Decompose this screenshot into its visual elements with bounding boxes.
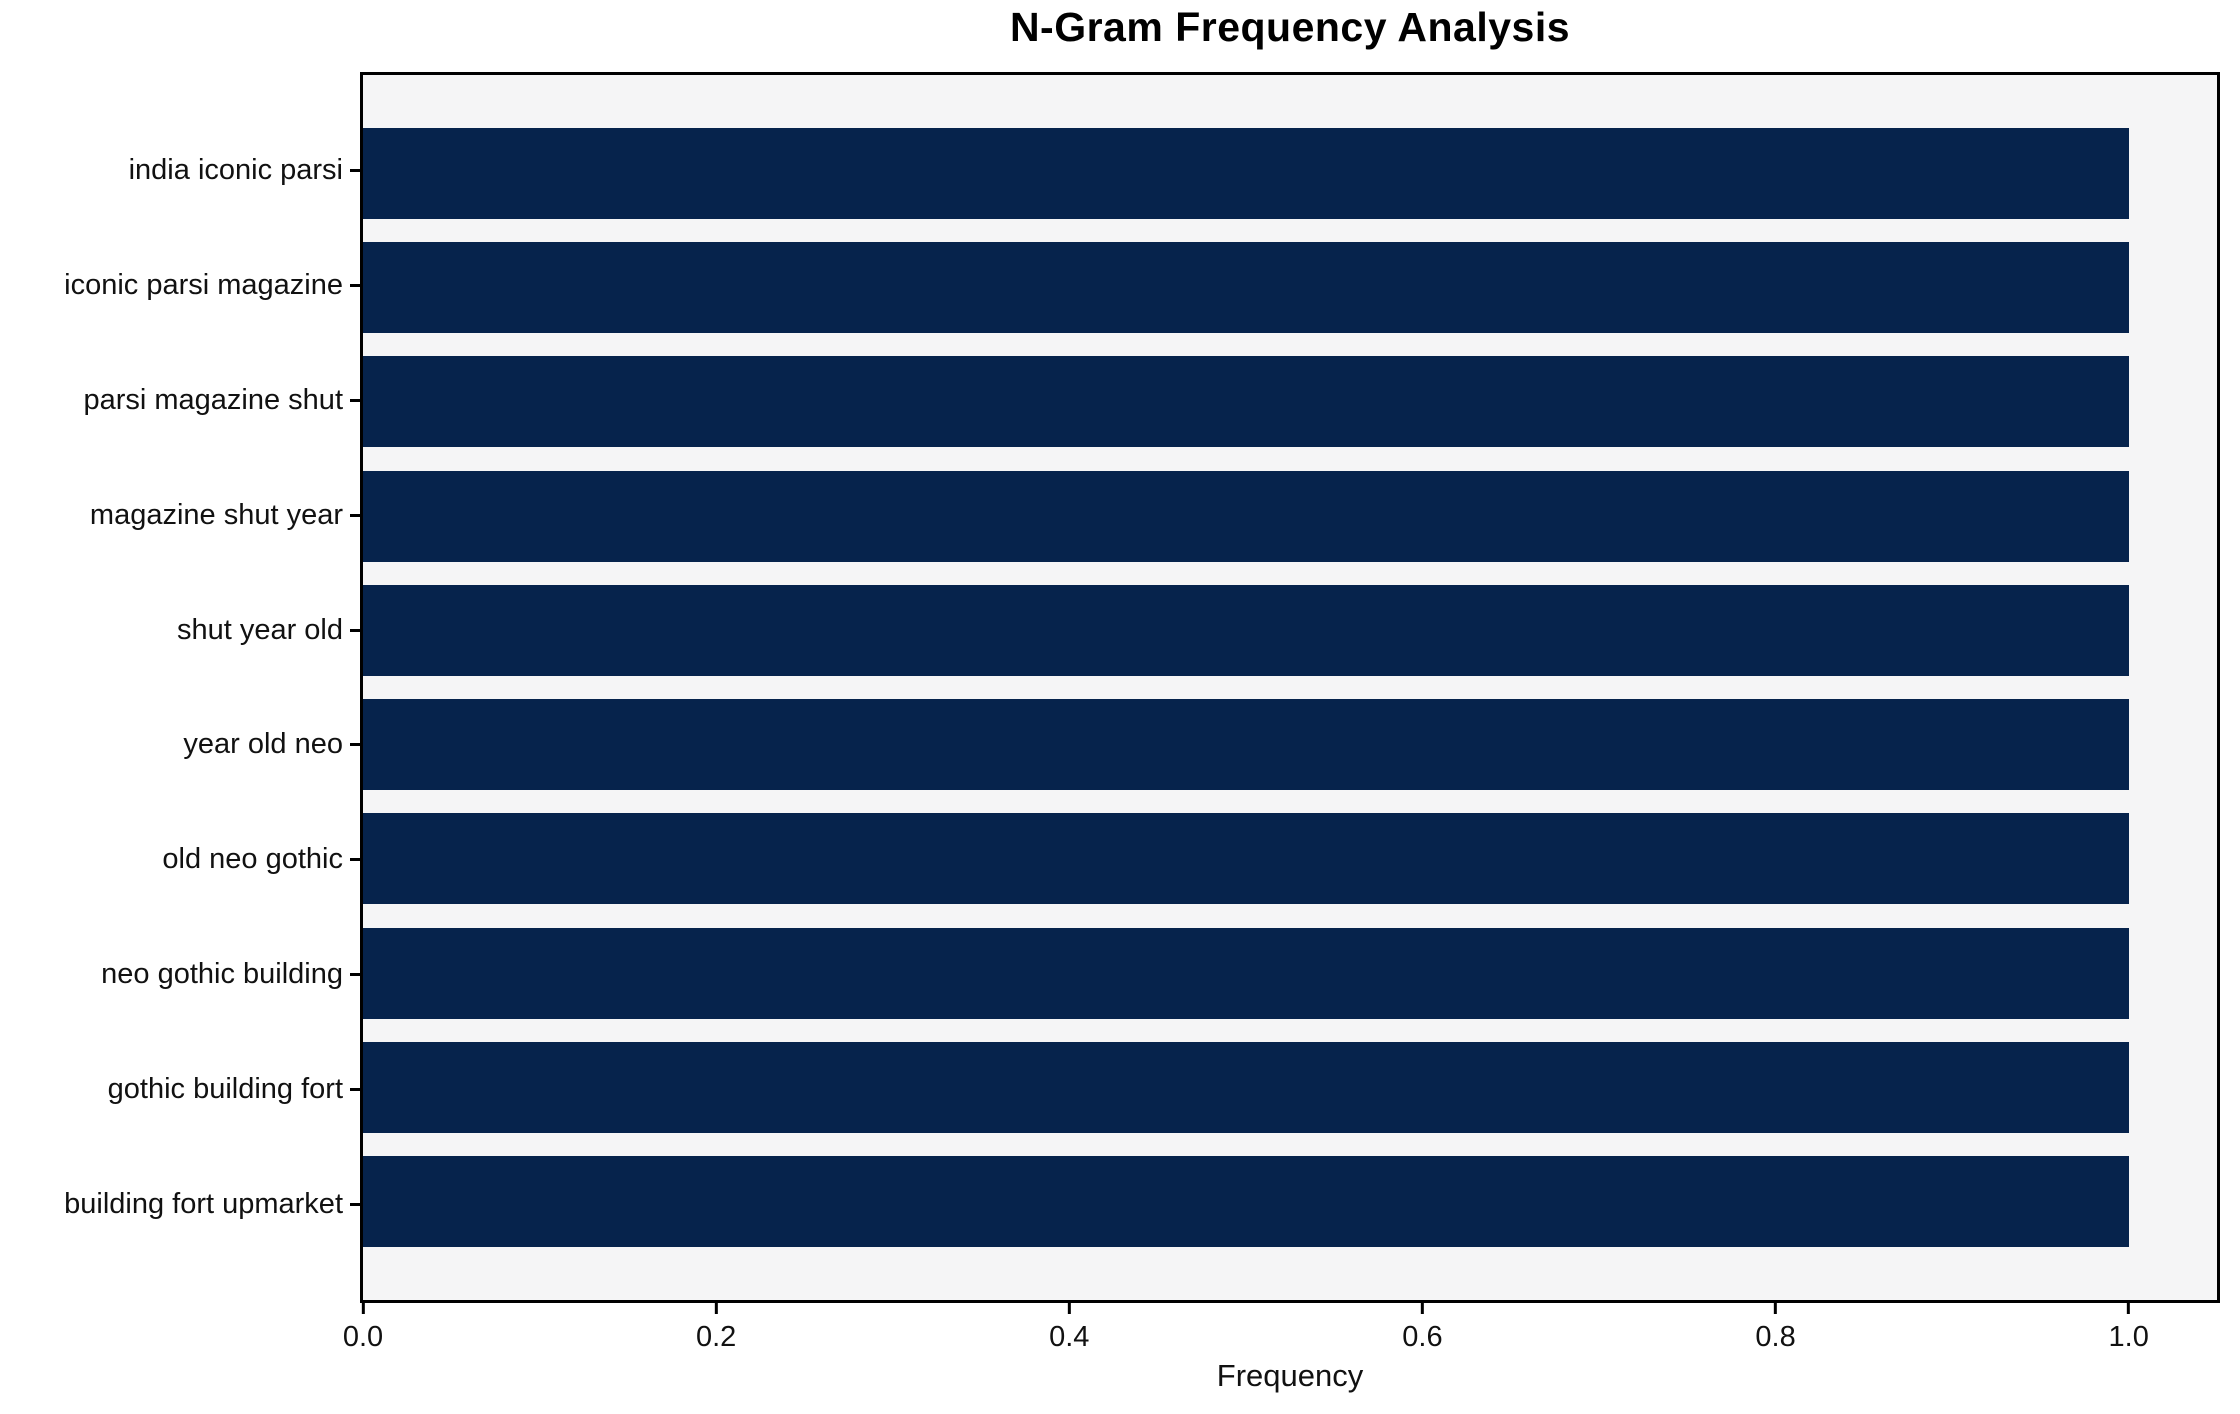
y-tick-mark bbox=[350, 628, 360, 632]
x-tick-mark bbox=[1067, 1303, 1071, 1314]
y-axis-label-row: magazine shut year bbox=[0, 470, 360, 561]
y-tick-mark bbox=[350, 513, 360, 517]
x-tick-mark bbox=[1420, 1303, 1424, 1314]
bar bbox=[363, 1155, 2129, 1247]
y-axis-label-row: india iconic parsi bbox=[0, 125, 360, 216]
bar-row bbox=[363, 128, 2217, 219]
y-axis-label: shut year old bbox=[176, 613, 343, 646]
y-axis-label: iconic parsi magazine bbox=[64, 268, 343, 301]
bar bbox=[363, 470, 2129, 562]
chart-title: N-Gram Frequency Analysis bbox=[1009, 4, 1571, 50]
bars bbox=[363, 75, 2217, 1300]
y-axis-label: neo gothic building bbox=[101, 958, 343, 991]
y-tick-mark bbox=[350, 1088, 360, 1091]
y-tick-mark bbox=[350, 169, 360, 172]
bar bbox=[363, 927, 2129, 1019]
x-tick-group: 0.6 bbox=[1402, 1303, 1443, 1354]
x-tick-group: 0.4 bbox=[1049, 1303, 1089, 1354]
x-tick-mark bbox=[714, 1303, 718, 1314]
bar-row bbox=[363, 584, 2217, 676]
x-tick-mark bbox=[1774, 1303, 1778, 1314]
y-axis-label: old neo gothic bbox=[162, 843, 343, 876]
y-tick-mark bbox=[350, 973, 360, 977]
y-axis-label-row: old neo gothic bbox=[0, 814, 360, 905]
plot-area bbox=[360, 72, 2220, 1303]
y-axis-label-row: shut year old bbox=[0, 585, 360, 676]
x-tick-label: 0.8 bbox=[1755, 1321, 1796, 1353]
y-axis-label-row: year old neo bbox=[0, 699, 360, 790]
x-axis-label: Frequency bbox=[1216, 1358, 1364, 1393]
y-tick-mark bbox=[350, 858, 360, 862]
y-axis-label: building fort upmarket bbox=[64, 1187, 343, 1220]
y-tick-mark bbox=[350, 398, 360, 402]
y-tick-mark bbox=[350, 283, 360, 287]
y-axis-label-row: gothic building fort bbox=[0, 1044, 360, 1135]
x-tick-label: 0.4 bbox=[1049, 1321, 1090, 1353]
bar-row bbox=[363, 470, 2217, 562]
bar-row bbox=[363, 813, 2217, 905]
bar-row bbox=[363, 1041, 2217, 1133]
bar bbox=[363, 128, 2129, 219]
y-axis-labels: india iconic parsi iconic parsi magazine p… bbox=[0, 72, 360, 1303]
bar bbox=[363, 356, 2129, 448]
bar-row bbox=[363, 242, 2217, 334]
x-tick-group: 0.8 bbox=[1755, 1303, 1796, 1354]
bar-row bbox=[363, 699, 2217, 791]
bar bbox=[363, 242, 2129, 334]
y-axis-label-row: building fort upmarket bbox=[0, 1159, 360, 1250]
bar bbox=[363, 813, 2129, 905]
y-axis-label-row: parsi magazine shut bbox=[0, 355, 360, 446]
y-axis-label: magazine shut year bbox=[89, 498, 343, 531]
bar-row bbox=[363, 356, 2217, 448]
x-tick-label: 0.6 bbox=[1402, 1321, 1443, 1353]
y-axis-label-row: neo gothic building bbox=[0, 929, 360, 1020]
bar-row bbox=[363, 1155, 2217, 1247]
bar bbox=[363, 1041, 2129, 1133]
y-tick-mark bbox=[350, 1202, 360, 1206]
x-tick-label: 0.0 bbox=[342, 1321, 384, 1353]
x-tick-group: 0.2 bbox=[696, 1303, 736, 1354]
y-axis-label: parsi magazine shut bbox=[83, 383, 343, 416]
bar bbox=[363, 699, 2129, 791]
y-axis-label: india iconic parsi bbox=[128, 154, 343, 186]
x-tick-label: 0.2 bbox=[695, 1321, 737, 1353]
y-tick-mark bbox=[350, 743, 360, 747]
x-tick-mark bbox=[361, 1303, 365, 1314]
bar bbox=[363, 584, 2129, 676]
x-tick-group: 0.0 bbox=[343, 1303, 383, 1354]
y-axis-label: gothic building fort bbox=[107, 1073, 343, 1105]
y-axis-label-row: iconic parsi magazine bbox=[0, 240, 360, 331]
x-tick-label: 1.0 bbox=[2108, 1321, 2149, 1353]
x-tick-group: 1.0 bbox=[2109, 1303, 2149, 1354]
bar-row bbox=[363, 927, 2217, 1019]
x-tick-mark bbox=[2127, 1303, 2131, 1314]
y-axis-label: year old neo bbox=[183, 728, 343, 761]
